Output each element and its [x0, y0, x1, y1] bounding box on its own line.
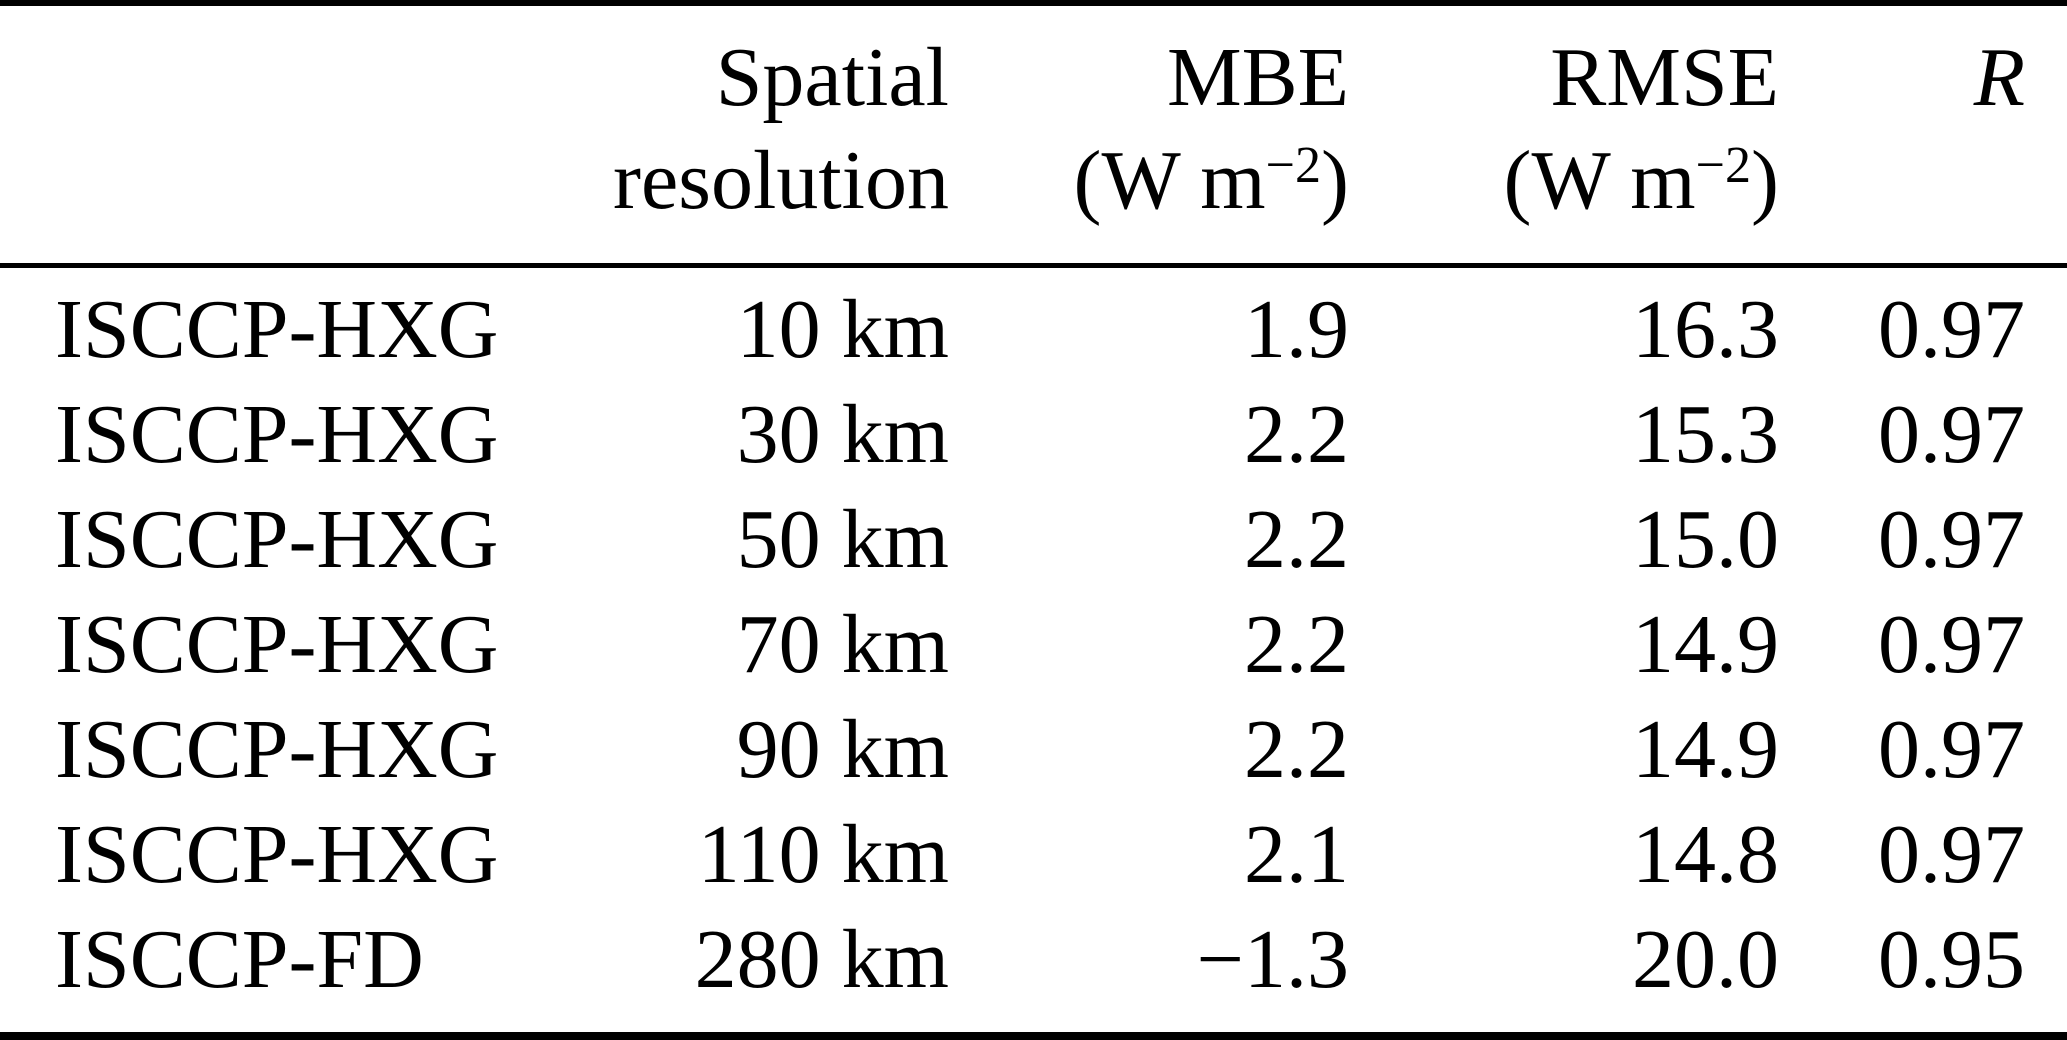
table-row: ISCCP-HXG 30 km 2.2 15.3 0.97: [0, 382, 2067, 487]
table-body: ISCCP-HXG 10 km 1.9 16.3 0.97 ISCCP-HXG …: [0, 266, 2067, 1037]
table-row: ISCCP-HXG 10 km 1.9 16.3 0.97: [0, 266, 2067, 383]
header-line: RMSE: [1550, 31, 1779, 124]
cell-mbe: 1.9: [1244, 283, 1349, 376]
table-row: ISCCP-FD 280 km −1.3 20.0 0.95: [0, 907, 2067, 1036]
unit-label: (W m−2): [1503, 134, 1779, 227]
cell-resolution: 50 km: [736, 493, 949, 586]
table-row: ISCCP-HXG 90 km 2.2 14.9 0.97: [0, 697, 2067, 802]
cell-r: 0.97: [1878, 493, 2025, 586]
col-header-mbe: MBE (W m−2): [950, 3, 1350, 268]
table-row: ISCCP-HXG 50 km 2.2 15.0 0.97: [0, 487, 2067, 592]
cell-dataset: ISCCP-HXG: [55, 703, 499, 796]
col-header-dataset: [0, 3, 500, 268]
col-header-rmse: RMSE (W m−2): [1350, 3, 1780, 268]
cell-dataset: ISCCP-HXG: [55, 598, 499, 691]
cell-rmse: 15.3: [1632, 388, 1779, 481]
header-row: Spatial resolution MBE (W m−2) RMSE (W m…: [0, 3, 2067, 268]
cell-resolution: 30 km: [736, 388, 949, 481]
exponent: −2: [1265, 136, 1322, 194]
header-line: Spatial: [715, 31, 949, 124]
col-header-resolution: Spatial resolution: [500, 3, 950, 268]
header-line: MBE: [1166, 31, 1349, 124]
cell-rmse: 14.9: [1632, 703, 1779, 796]
cell-r: 0.97: [1878, 808, 2025, 901]
cell-dataset: ISCCP-HXG: [55, 493, 499, 586]
cell-mbe: 2.2: [1244, 388, 1349, 481]
header-line: resolution: [613, 134, 949, 227]
cell-resolution: 110 km: [697, 808, 949, 901]
cell-rmse: 16.3: [1632, 283, 1779, 376]
cell-mbe: 2.2: [1244, 598, 1349, 691]
unit-label: (W m−2): [1073, 134, 1349, 227]
table-row: ISCCP-HXG 70 km 2.2 14.9 0.97: [0, 592, 2067, 697]
cell-dataset: ISCCP-HXG: [55, 283, 499, 376]
cell-mbe: 2.2: [1244, 703, 1349, 796]
cell-dataset: ISCCP-HXG: [55, 388, 499, 481]
cell-rmse: 14.8: [1632, 808, 1779, 901]
cell-r: 0.95: [1878, 913, 2025, 1006]
cell-r: 0.97: [1878, 388, 2025, 481]
cell-r: 0.97: [1878, 283, 2025, 376]
header-line: R: [1973, 31, 2025, 124]
cell-rmse: 14.9: [1632, 598, 1779, 691]
cell-resolution: 70 km: [736, 598, 949, 691]
cell-r: 0.97: [1878, 703, 2025, 796]
cell-rmse: 20.0: [1632, 913, 1779, 1006]
cell-resolution: 280 km: [694, 913, 949, 1006]
cell-rmse: 15.0: [1632, 493, 1779, 586]
col-header-r: R: [1780, 3, 2067, 268]
cell-dataset: ISCCP-HXG: [55, 808, 499, 901]
cell-resolution: 10 km: [736, 283, 949, 376]
cell-resolution: 90 km: [736, 703, 949, 796]
cell-mbe: −1.3: [1196, 913, 1349, 1006]
cell-r: 0.97: [1878, 598, 2025, 691]
cell-mbe: 2.2: [1244, 493, 1349, 586]
exponent: −2: [1695, 136, 1752, 194]
cell-mbe: 2.1: [1244, 808, 1349, 901]
table-row: ISCCP-HXG 110 km 2.1 14.8 0.97: [0, 802, 2067, 907]
cell-dataset: ISCCP-FD: [55, 913, 424, 1006]
table-header: Spatial resolution MBE (W m−2) RMSE (W m…: [0, 3, 2067, 268]
